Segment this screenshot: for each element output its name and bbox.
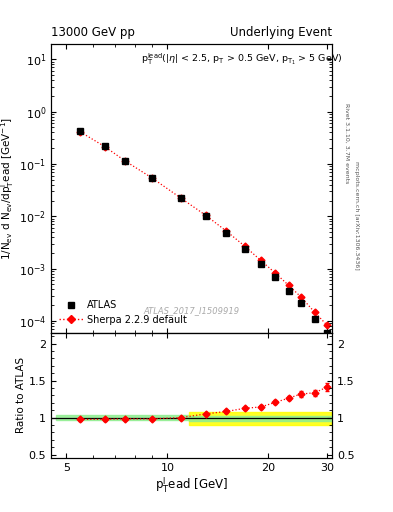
X-axis label: p$_\mathrm{T}^\mathrm{l}$ead [GeV]: p$_\mathrm{T}^\mathrm{l}$ead [GeV]: [155, 476, 228, 495]
Legend: ATLAS, Sherpa 2.2.9 default: ATLAS, Sherpa 2.2.9 default: [56, 297, 190, 328]
Y-axis label: 1/N$_\mathrm{ev}$ d N$_\mathrm{ev}$/dp$_\mathrm{T}^\mathrm{l}$ead [GeV$^{-1}$]: 1/N$_\mathrm{ev}$ d N$_\mathrm{ev}$/dp$_…: [0, 116, 16, 260]
Text: 13000 GeV pp: 13000 GeV pp: [51, 27, 135, 39]
Y-axis label: Ratio to ATLAS: Ratio to ATLAS: [16, 357, 26, 434]
Text: p$_\mathrm{T}^\mathrm{lead}$(|$\eta$| < 2.5, p$_\mathrm{T}$ > 0.5 GeV, p$_\mathr: p$_\mathrm{T}^\mathrm{lead}$(|$\eta$| < …: [141, 52, 342, 68]
Text: Underlying Event: Underlying Event: [230, 27, 332, 39]
Bar: [189, 412, 332, 425]
Text: Rivet 3.1.10, 3.7M events: Rivet 3.1.10, 3.7M events: [344, 103, 349, 183]
Bar: [189, 416, 332, 421]
Text: ATLAS_2017_I1509919: ATLAS_2017_I1509919: [143, 306, 240, 315]
Bar: [56, 415, 189, 420]
Text: mcplots.cern.ch [arXiv:1306.3436]: mcplots.cern.ch [arXiv:1306.3436]: [354, 161, 359, 269]
